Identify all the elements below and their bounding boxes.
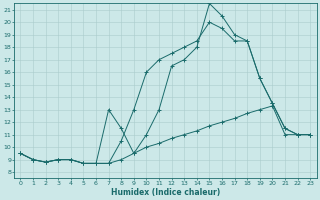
- X-axis label: Humidex (Indice chaleur): Humidex (Indice chaleur): [111, 188, 220, 197]
